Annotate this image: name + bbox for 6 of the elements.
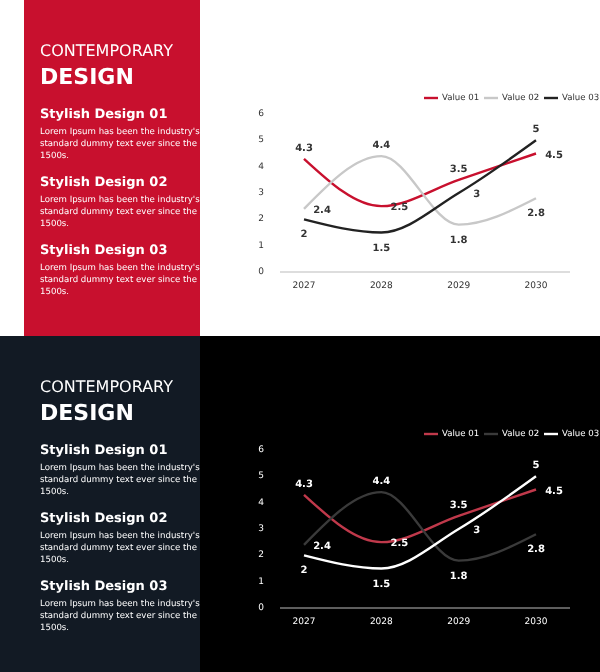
text: CONTEMPORARY [40,378,174,396]
text: CONTEMPORARY [40,42,174,60]
line-series [302,152,538,208]
text: DESIGN [40,400,134,426]
text: DESIGN [40,64,134,90]
line-series [302,488,538,544]
